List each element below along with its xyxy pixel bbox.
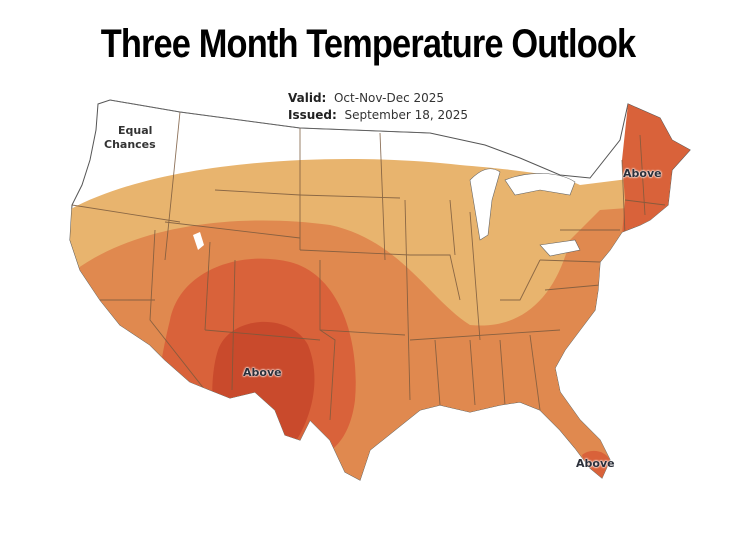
- above-60-70-zone-southwest: [212, 321, 315, 450]
- issued-row: Issued: September 18, 2025: [288, 107, 468, 124]
- above-label-southwest: Above: [243, 366, 282, 379]
- above-40-50-zone: [70, 200, 690, 480]
- great-salt-lake: [193, 232, 204, 250]
- above-label-northeast: Above: [623, 167, 662, 180]
- valid-label: Valid:: [288, 91, 327, 105]
- equal-chances-line2: Chances: [104, 138, 156, 151]
- equal-chances-line1: Equal: [118, 124, 153, 137]
- issued-value: September 18, 2025: [344, 108, 469, 122]
- valid-row: Valid: Oct-Nov-Dec 2025: [288, 90, 468, 107]
- equal-chances-label: Equal Chances: [104, 124, 156, 152]
- issued-label: Issued:: [288, 108, 337, 122]
- page-title: Three Month Temperature Outlook: [100, 22, 636, 66]
- valid-value: Oct-Nov-Dec 2025: [333, 91, 445, 105]
- outlook-meta: Valid: Oct-Nov-Dec 2025 Issued: Septembe…: [288, 90, 468, 124]
- above-label-florida: Above: [576, 457, 615, 470]
- great-lakes: [469, 168, 501, 241]
